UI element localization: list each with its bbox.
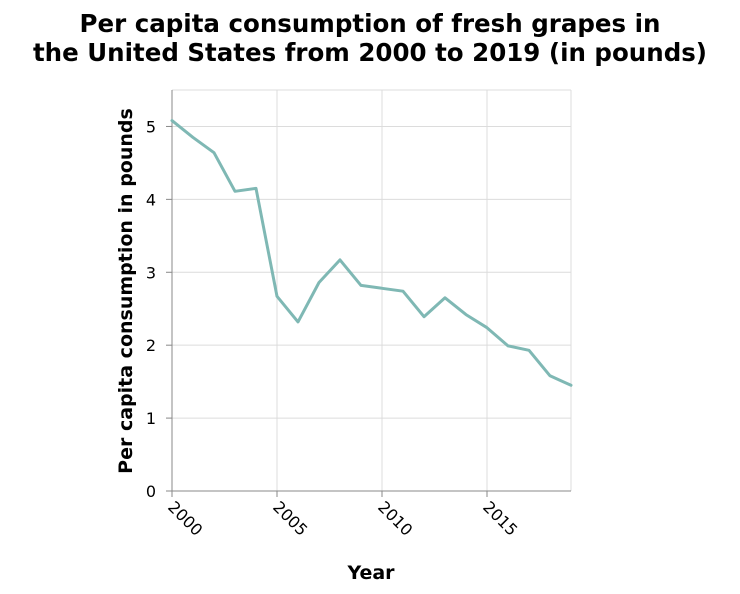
data-point bbox=[402, 290, 405, 293]
chart-title-line-2: the United States from 2000 to 2019 (in … bbox=[33, 38, 707, 67]
data-point bbox=[444, 296, 447, 299]
grid bbox=[172, 89, 572, 491]
data-point bbox=[297, 320, 300, 323]
y-tick-label: 0 bbox=[146, 482, 156, 501]
data-point bbox=[255, 187, 258, 190]
data-point bbox=[318, 281, 321, 284]
series-layer bbox=[170, 119, 573, 387]
data-point bbox=[192, 136, 195, 139]
axes bbox=[166, 90, 571, 497]
x-tick-label: 2015 bbox=[479, 497, 521, 539]
chart-title-line-1: Per capita consumption of fresh grapes i… bbox=[80, 9, 661, 38]
data-point bbox=[465, 313, 468, 316]
data-point bbox=[381, 287, 384, 290]
data-point bbox=[528, 349, 531, 352]
data-point bbox=[570, 384, 573, 387]
y-tick-label: 5 bbox=[146, 117, 156, 136]
y-axis-label: Per capita consumption in pounds bbox=[115, 108, 137, 474]
data-point bbox=[171, 119, 174, 122]
data-point bbox=[507, 344, 510, 347]
data-point bbox=[276, 295, 279, 298]
data-point bbox=[213, 151, 216, 154]
data-point bbox=[360, 284, 363, 287]
x-tick-label: 2010 bbox=[374, 497, 416, 539]
tick-labels: 0 1 2 3 4 5 2000 2005 2010 2015 bbox=[146, 117, 522, 539]
series-line bbox=[170, 119, 573, 387]
data-point bbox=[486, 326, 489, 329]
x-tick-label: 2000 bbox=[164, 497, 206, 539]
x-axis-label: Year bbox=[346, 562, 395, 584]
y-tick-label: 4 bbox=[146, 190, 156, 209]
y-tick-label: 2 bbox=[146, 336, 156, 355]
data-point bbox=[423, 315, 426, 318]
y-tick-label: 3 bbox=[146, 263, 156, 282]
data-point bbox=[234, 190, 237, 193]
y-tick-label: 1 bbox=[146, 409, 156, 428]
data-point bbox=[549, 374, 552, 377]
data-point bbox=[339, 258, 342, 261]
x-tick-label: 2005 bbox=[269, 497, 311, 539]
